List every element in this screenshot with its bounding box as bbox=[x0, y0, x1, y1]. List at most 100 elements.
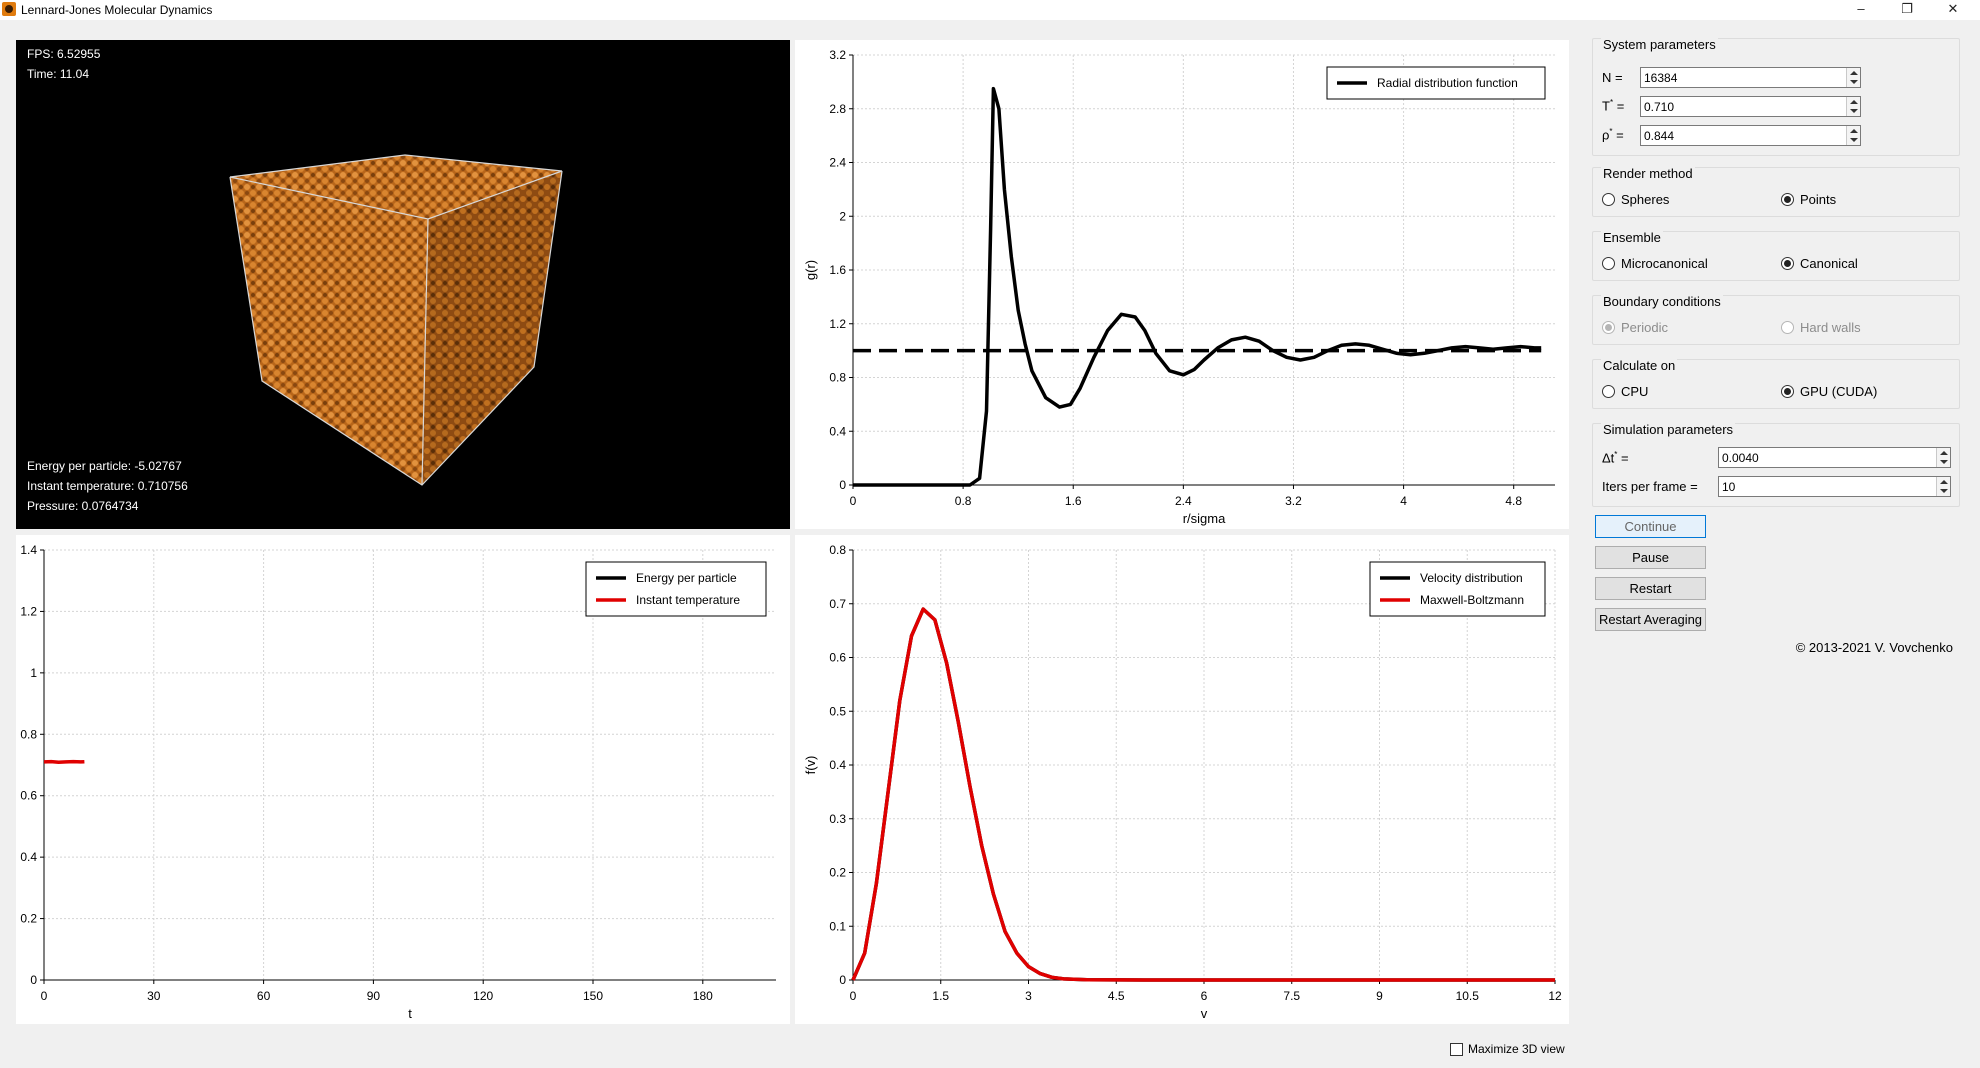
radio-cpu[interactable]: CPU bbox=[1602, 384, 1648, 399]
continue-button[interactable]: Continue bbox=[1595, 515, 1706, 538]
x-tick-label: 0 bbox=[850, 494, 857, 508]
energy-svg: 0 30 60 90 120 150 180 0 0.2 0.4 0.6 0.8 1 1.2 1.4 t Ene… bbox=[20, 543, 776, 1021]
window-title: Lennard-Jones Molecular Dynamics bbox=[21, 3, 213, 17]
x-tick-label: 0 bbox=[850, 989, 857, 1003]
t-spin-buttons[interactable] bbox=[1846, 97, 1860, 116]
cube-top-face bbox=[230, 155, 562, 219]
x-tick-label: 180 bbox=[693, 989, 713, 1003]
legend-entry: Maxwell-Boltzmann bbox=[1420, 593, 1524, 607]
temperature-readout: Instant temperature: 0.710756 bbox=[27, 479, 188, 493]
y-tick-label: 0.4 bbox=[829, 758, 846, 772]
maximize-3d-checkbox[interactable]: Maximize 3D view bbox=[1450, 1042, 1565, 1056]
dt-spinbox[interactable] bbox=[1718, 447, 1951, 468]
chart-legend: Velocity distribution Maxwell-Boltzmann bbox=[1369, 561, 1546, 617]
app-icon bbox=[2, 2, 16, 16]
radio-microcanonical[interactable]: Microcanonical bbox=[1602, 256, 1708, 271]
radio-canonical[interactable]: Canonical bbox=[1781, 256, 1858, 271]
group-title: Boundary conditions bbox=[1601, 294, 1723, 309]
energy-chart[interactable]: 0 30 60 90 120 150 180 0 0.2 0.4 0.6 0.8 1 1.2 1.4 t Ene… bbox=[16, 535, 790, 1024]
3d-view[interactable]: FPS: 6.52955 Time: 11.04 Energy per part… bbox=[16, 40, 790, 529]
radio-hard-walls[interactable]: Hard walls bbox=[1781, 320, 1861, 335]
y-tick-label: 0 bbox=[839, 478, 846, 492]
radio-gpu[interactable]: GPU (CUDA) bbox=[1781, 384, 1877, 399]
restart-button[interactable]: Restart bbox=[1595, 577, 1706, 600]
group-title: Calculate on bbox=[1601, 358, 1678, 373]
n-spinbox[interactable] bbox=[1640, 67, 1861, 88]
calculate-on-group: Calculate on CPU GPU (CUDA) bbox=[1592, 358, 1960, 409]
x-axis-label: t bbox=[408, 1006, 412, 1021]
y-tick-label: 1 bbox=[30, 666, 37, 680]
y-tick-label: 2.8 bbox=[829, 102, 846, 116]
cube-left-face bbox=[230, 177, 428, 485]
x-tick-label: 2.4 bbox=[1175, 494, 1192, 508]
x-tick-label: 60 bbox=[257, 989, 271, 1003]
y-tick-label: 0.3 bbox=[829, 812, 846, 826]
rho-input[interactable] bbox=[1641, 126, 1860, 145]
restart-averaging-button[interactable]: Restart Averaging bbox=[1595, 608, 1706, 631]
radio-points[interactable]: Points bbox=[1781, 192, 1836, 207]
t-label: T* = bbox=[1602, 98, 1625, 114]
rdf-svg: 0 0.8 1.6 2.4 3.2 4 4.8 0 0.4 0.8 1.2 1.6 2 2.4 2.8 3.2… bbox=[803, 48, 1555, 526]
t-input[interactable] bbox=[1641, 97, 1860, 116]
ensemble-group: Ensemble Microcanonical Canonical bbox=[1592, 230, 1960, 281]
iters-spinbox[interactable] bbox=[1718, 476, 1951, 497]
y-tick-label: 0 bbox=[30, 973, 37, 987]
legend-entry: Velocity distribution bbox=[1420, 571, 1523, 585]
y-tick-label: 2.4 bbox=[829, 156, 846, 170]
x-tick-label: 4 bbox=[1400, 494, 1407, 508]
x-tick-label: 12 bbox=[1548, 989, 1562, 1003]
iters-input[interactable] bbox=[1719, 477, 1950, 496]
n-label: N = bbox=[1602, 70, 1623, 85]
group-title: Render method bbox=[1601, 166, 1695, 181]
rdf-chart[interactable]: 0 0.8 1.6 2.4 3.2 4 4.8 0 0.4 0.8 1.2 1.6 2 2.4 2.8 3.2… bbox=[795, 40, 1569, 529]
x-tick-label: 90 bbox=[367, 989, 381, 1003]
series-line-1 bbox=[43, 759, 85, 764]
y-tick-label: 1.2 bbox=[20, 604, 37, 618]
n-input[interactable] bbox=[1641, 68, 1860, 87]
checkbox-box[interactable] bbox=[1450, 1042, 1463, 1056]
particle-cube bbox=[229, 154, 563, 486]
legend-entry: Radial distribution function bbox=[1377, 76, 1518, 90]
y-tick-label: 1.6 bbox=[829, 263, 846, 277]
y-tick-label: 0.6 bbox=[829, 651, 846, 665]
restore-button[interactable]: ❐ bbox=[1901, 1, 1913, 16]
y-tick-label: 0.4 bbox=[20, 850, 37, 864]
copyright-text: © 2013-2021 V. Vovchenko bbox=[1795, 640, 1953, 655]
pressure-readout: Pressure: 0.0764734 bbox=[27, 499, 139, 513]
n-spin-buttons[interactable] bbox=[1846, 68, 1860, 87]
velocity-chart[interactable]: 0 1.5 3 4.5 6 7.5 9 10.5 12 0 0.1 0.2 0.3 0.4 0.5 0.6 0.… bbox=[795, 535, 1569, 1024]
legend-entry: Energy per particle bbox=[636, 571, 737, 585]
chart-legend: Energy per particle Instant temperature bbox=[585, 561, 767, 617]
x-tick-label: 4.5 bbox=[1108, 989, 1125, 1003]
group-title: System parameters bbox=[1601, 37, 1718, 52]
dt-input[interactable] bbox=[1719, 448, 1950, 467]
series-line-1 bbox=[851, 607, 1555, 982]
y-tick-label: 0.8 bbox=[829, 371, 846, 385]
minimize-button[interactable]: – bbox=[1857, 1, 1865, 16]
close-button[interactable]: ✕ bbox=[1947, 1, 1959, 16]
rho-spin-buttons[interactable] bbox=[1846, 126, 1860, 145]
radio-periodic[interactable]: Periodic bbox=[1602, 320, 1668, 335]
pause-button[interactable]: Pause bbox=[1595, 546, 1706, 569]
y-tick-label: 0.7 bbox=[829, 597, 846, 611]
iters-label: Iters per frame = bbox=[1602, 479, 1698, 494]
series-line-0 bbox=[853, 86, 1542, 487]
x-tick-label: 150 bbox=[583, 989, 603, 1003]
iters-spin-buttons[interactable] bbox=[1936, 477, 1950, 496]
t-spinbox[interactable] bbox=[1640, 96, 1861, 117]
x-tick-label: 9 bbox=[1376, 989, 1383, 1003]
velocity-svg: 0 1.5 3 4.5 6 7.5 9 10.5 12 0 0.1 0.2 0.3 0.4 0.5 0.6 0.… bbox=[803, 543, 1562, 1021]
y-tick-label: 1.4 bbox=[20, 543, 37, 557]
y-tick-label: 2 bbox=[839, 209, 846, 223]
dt-label: Δt* = bbox=[1602, 450, 1629, 466]
group-title: Simulation parameters bbox=[1601, 422, 1736, 437]
chart-legend: Radial distribution function bbox=[1326, 66, 1546, 100]
legend-box bbox=[1369, 561, 1546, 617]
rho-spinbox[interactable] bbox=[1640, 125, 1861, 146]
dt-spin-buttons[interactable] bbox=[1936, 448, 1950, 467]
y-tick-label: 0.8 bbox=[20, 727, 37, 741]
y-tick-label: 0.2 bbox=[20, 912, 37, 926]
x-tick-label: 0.8 bbox=[955, 494, 972, 508]
radio-spheres[interactable]: Spheres bbox=[1602, 192, 1669, 207]
energy-readout: Energy per particle: -5.02767 bbox=[27, 459, 182, 473]
